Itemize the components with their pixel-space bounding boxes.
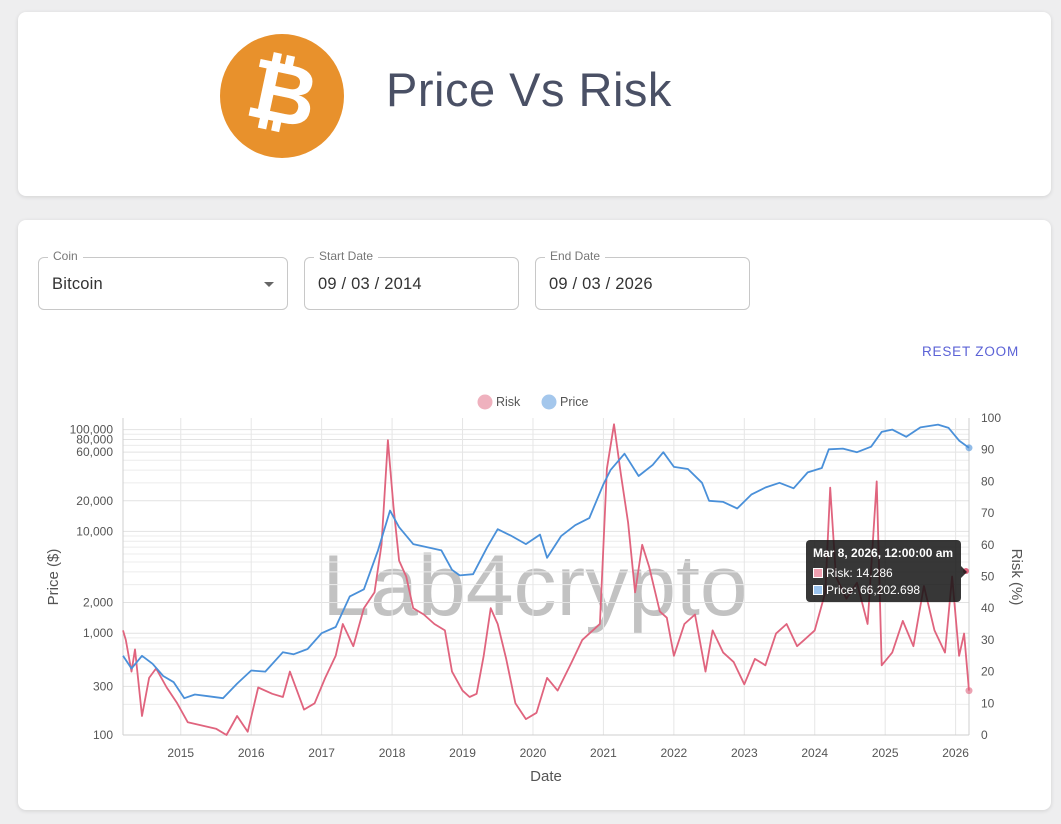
x-tick-label: 2026	[942, 746, 969, 760]
x-tick-label: 2019	[449, 746, 476, 760]
y-right-tick-label: 20	[981, 665, 995, 679]
y-right-tick-label: 50	[981, 570, 995, 584]
y-right-axis-title: Risk (%)	[1008, 549, 1025, 606]
y-left-tick-label: 100	[93, 728, 113, 742]
legend-marker-price	[541, 394, 557, 410]
tooltip-title: Mar 8, 2026, 12:00:00 am	[813, 546, 954, 560]
series-end-point-price	[965, 444, 973, 452]
coin-select-label: Coin	[48, 249, 83, 263]
y-right-tick-label: 10	[981, 696, 995, 710]
x-axis-title: Date	[530, 768, 562, 785]
x-tick-label: 2024	[801, 746, 828, 760]
series-line-risk	[122, 423, 970, 736]
legend-label-price: Price	[560, 395, 589, 409]
x-tick-label: 2018	[379, 746, 406, 760]
start-date-value: 09 / 03 / 2014	[318, 275, 422, 293]
price-swatch-icon	[813, 584, 823, 595]
end-date-label: End Date	[545, 249, 606, 263]
y-left-tick-label: 20,000	[76, 494, 113, 508]
y-right-tick-label: 70	[981, 506, 995, 520]
page-title: Price Vs Risk	[386, 63, 672, 116]
tooltip-price-text: Price: 66,202.698	[826, 582, 921, 597]
x-tick-label: 2016	[238, 746, 265, 760]
x-tick-label: 2025	[872, 746, 899, 760]
legend-label-risk: Risk	[496, 395, 521, 409]
y-left-axis-title: Price ($)	[45, 549, 62, 606]
start-date-label: Start Date	[314, 249, 379, 263]
x-tick-label: 2022	[660, 746, 687, 760]
y-right-tick-label: 0	[981, 728, 988, 742]
end-date-input[interactable]: End Date 09 / 03 / 2026	[535, 249, 750, 310]
y-left-tick-label: 80,000	[76, 432, 113, 446]
series-end-point-risk	[965, 687, 973, 695]
chart-watermark: Lab4crypto	[322, 538, 748, 634]
start-date-input[interactable]: Start Date 09 / 03 / 2014	[304, 249, 519, 310]
x-tick-label: 2015	[167, 746, 194, 760]
tooltip-risk-text: Risk: 14.286	[826, 565, 893, 580]
x-tick-label: 2021	[590, 746, 617, 760]
y-right-tick-label: 100	[981, 411, 1001, 425]
reset-zoom-button[interactable]: RESET ZOOM	[921, 344, 1019, 359]
tooltip-price-row: Price: 66,202.698	[813, 581, 954, 598]
chart-tooltip: Mar 8, 2026, 12:00:00 am Risk: 14.286 Pr…	[806, 540, 967, 602]
y-right-tick-label: 80	[981, 474, 995, 488]
y-left-tick-label: 100,000	[70, 423, 114, 437]
y-left-tick-label: 2,000	[83, 596, 113, 610]
y-right-tick-label: 90	[981, 443, 995, 457]
series-line-price	[122, 423, 970, 700]
tooltip-arrow-icon	[961, 566, 967, 578]
y-left-tick-label: 60,000	[76, 445, 113, 459]
y-left-tick-label: 10,000	[76, 524, 113, 538]
x-tick-label: 2020	[520, 746, 547, 760]
risk-swatch-icon	[813, 567, 823, 578]
y-right-tick-label: 40	[981, 601, 995, 615]
header-card: ₿ Price Vs Risk	[18, 12, 1051, 196]
coin-select[interactable]: Coin Bitcoin	[38, 249, 288, 310]
end-date-value: 09 / 03 / 2026	[549, 275, 653, 293]
legend-marker-risk	[477, 394, 493, 410]
x-tick-label: 2017	[308, 746, 335, 760]
coin-select-value: Bitcoin	[52, 275, 103, 293]
x-tick-label: 2023	[731, 746, 758, 760]
y-right-tick-label: 30	[981, 633, 995, 647]
dropdown-caret-icon[interactable]	[264, 282, 274, 287]
tooltip-risk-row: Risk: 14.286	[813, 564, 954, 581]
y-right-tick-label: 60	[981, 538, 995, 552]
y-left-tick-label: 300	[93, 679, 113, 693]
y-left-tick-label: 1,000	[83, 626, 113, 640]
bitcoin-logo-icon: ₿	[220, 34, 344, 158]
chart-card: Coin Bitcoin Start Date 09 / 03 / 2014 E…	[18, 220, 1051, 810]
